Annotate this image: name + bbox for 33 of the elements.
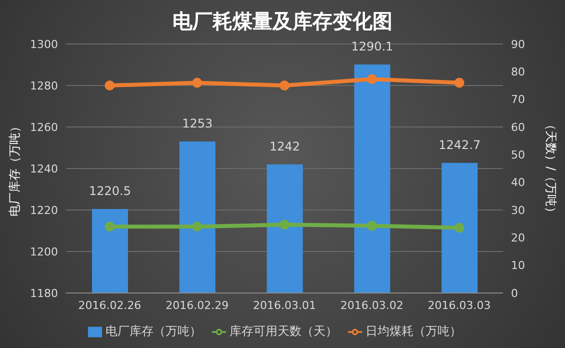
y2-tick-label: 30 [511,204,525,217]
x-tick-label: 2016.02.29 [166,298,229,312]
y-tick-label: 1280 [30,79,58,92]
y2-tick-label: 70 [511,93,525,106]
y2-tick-label: 10 [511,259,525,272]
x-tick-label: 2016.03.01 [253,298,316,312]
y2-tick-label: 80 [511,66,525,79]
legend-label: 库存可用天数（天） [230,324,338,338]
y2-tick-label: 20 [511,232,525,245]
y2-tick-label: 60 [511,120,525,134]
data-label: 1242 [270,139,300,154]
y-tick-label: 1220 [30,204,58,217]
y2-axis-title: （天数）/（万吨） [544,118,558,219]
data-label: 1253 [182,116,213,131]
y-tick-label: 1240 [30,162,58,176]
x-tick-label: 2016.03.03 [428,298,491,312]
y-tick-label: 1180 [30,286,58,300]
data-label: 1290.1 [351,40,394,54]
x-tick-label: 2016.03.02 [340,298,404,312]
y-axis-title: 电厂库存（万吨） [7,120,22,216]
y2-tick-label: 0 [511,286,518,300]
y-tick-label: 1260 [30,120,58,134]
x-tick-label: 2016.02.26 [78,298,142,312]
chart-title: 电厂耗煤量及库存变化图 [172,8,394,35]
y2-tick-label: 90 [511,38,525,51]
y2-tick-label: 50 [511,148,525,162]
data-label: 1220.5 [89,184,131,198]
y2-tick-label: 40 [511,176,525,190]
legend-label: 电厂库存（万吨） [106,324,202,338]
y-tick-label: 1200 [30,245,58,258]
data-label: 1242.7 [438,138,481,152]
legend-label: 日均煤耗（万吨） [366,324,462,338]
y-tick-label: 1300 [30,38,58,51]
